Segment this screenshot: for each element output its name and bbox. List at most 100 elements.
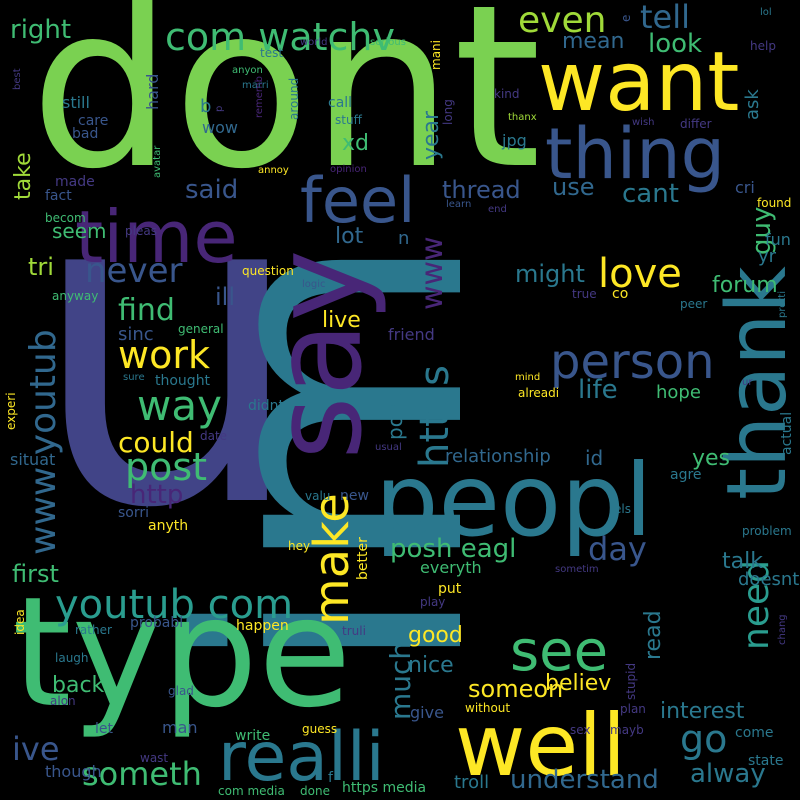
word-http: http	[130, 480, 183, 510]
word-wow: wow	[202, 118, 238, 137]
word-f: f	[328, 770, 334, 786]
word-much: much	[384, 642, 417, 720]
word-marri: marri	[242, 80, 269, 91]
word-e: e	[619, 15, 633, 22]
word-general: general	[178, 322, 224, 336]
word-time: time	[75, 195, 238, 279]
word-care: care	[78, 113, 108, 129]
word-annoy: annoy	[258, 165, 289, 176]
word-peopl: peopl	[375, 442, 652, 559]
word-yes: yes	[692, 446, 730, 471]
word-someth: someth	[82, 755, 202, 793]
word-question: question	[242, 264, 294, 278]
word-differ: differ	[680, 117, 712, 131]
word-https: https	[412, 365, 458, 468]
word-let: let	[95, 721, 114, 737]
word-guy: guy	[747, 207, 777, 255]
word-date: date	[200, 429, 227, 443]
word-never: never	[85, 251, 183, 291]
word-stuff: stuff	[335, 113, 363, 127]
word-sometim: sometim	[555, 564, 599, 575]
word-talk: talk	[722, 549, 763, 574]
word-hard: hard	[143, 74, 162, 110]
word-use: use	[552, 173, 594, 201]
word-seem: seem	[52, 219, 107, 243]
word-thank: thank	[710, 266, 800, 500]
word-plan: plan	[620, 702, 646, 716]
word-lot: lot	[335, 224, 364, 249]
word-mayb: mayb	[610, 723, 644, 737]
word-come: come	[735, 725, 774, 741]
word-n: n	[398, 228, 409, 249]
word-might: might	[515, 260, 585, 288]
word-person: person	[550, 334, 715, 390]
word-understand: understand	[510, 765, 659, 795]
word-p: p	[214, 106, 225, 112]
word-way: way	[137, 381, 222, 430]
word-yr: yr	[758, 246, 777, 267]
word-mean: mean	[562, 29, 624, 54]
word-friend: friend	[388, 325, 435, 344]
word-thought: thought	[155, 373, 211, 389]
word-relationship: relationship	[445, 446, 551, 467]
word-youtub-com: youtub com	[55, 582, 293, 628]
word-write: write	[235, 728, 270, 744]
word-help: help	[750, 39, 776, 53]
word-interest: interest	[660, 699, 745, 724]
word-fun: fun	[765, 230, 791, 249]
word-laugh: laugh	[55, 651, 89, 665]
word-realli: realli	[218, 718, 385, 797]
word-year: year	[419, 110, 444, 160]
word-feel: feel	[300, 164, 415, 237]
word-believ: believ	[545, 671, 611, 696]
word-cant: cant	[622, 179, 679, 209]
word-usual: usual	[375, 442, 402, 453]
word-look: look	[648, 29, 702, 59]
word-experi: experi	[4, 392, 18, 430]
word-day: day	[588, 530, 647, 568]
word-done: done	[300, 784, 330, 798]
word-say: say	[247, 249, 389, 460]
word-well: well	[455, 696, 626, 796]
word-work: work	[118, 333, 210, 377]
word-good: good	[408, 623, 463, 648]
word-els: els	[614, 502, 631, 516]
word-post: post	[125, 445, 207, 489]
word-anyway: anyway	[52, 289, 98, 303]
word-alway: alway	[690, 759, 766, 789]
word-logic: logic	[302, 279, 326, 290]
word-hey: hey	[288, 539, 310, 553]
word-https-media: https media	[342, 780, 426, 796]
word-life: life	[578, 375, 618, 405]
word-play: play	[420, 595, 445, 609]
word-hope: hope	[656, 382, 701, 403]
word-state: state	[748, 753, 783, 769]
word-serious: serious	[370, 37, 406, 48]
word-anyth: anyth	[148, 518, 188, 534]
word-didnt: didnt	[248, 398, 285, 414]
word-posh-eagl: posh eagl	[390, 534, 516, 564]
word-call: call	[328, 95, 352, 111]
word-back: back	[52, 673, 105, 698]
word-problem: problem	[742, 524, 792, 538]
word-go: go	[680, 717, 727, 761]
word-thanx: thanx	[508, 112, 537, 123]
word-test: test	[260, 46, 283, 60]
word-avatar: avatar	[152, 145, 163, 178]
word-make: make	[304, 493, 360, 625]
word-new: new	[340, 488, 369, 504]
word-around: around	[287, 78, 301, 120]
word-lol: lol	[760, 7, 772, 18]
word-thread: thread	[442, 176, 521, 204]
word-agre: agre	[670, 467, 702, 483]
word-com-watchv: com watchv	[165, 15, 395, 59]
word-said: said	[185, 175, 238, 205]
word-take: take	[11, 152, 36, 200]
word-thing: thing	[545, 113, 725, 195]
word-kind: kind	[494, 87, 520, 101]
word-world: world	[300, 37, 328, 48]
word-situat: situat	[10, 450, 55, 469]
word-rememb: rememb	[254, 76, 265, 118]
word-b: b	[200, 96, 211, 117]
